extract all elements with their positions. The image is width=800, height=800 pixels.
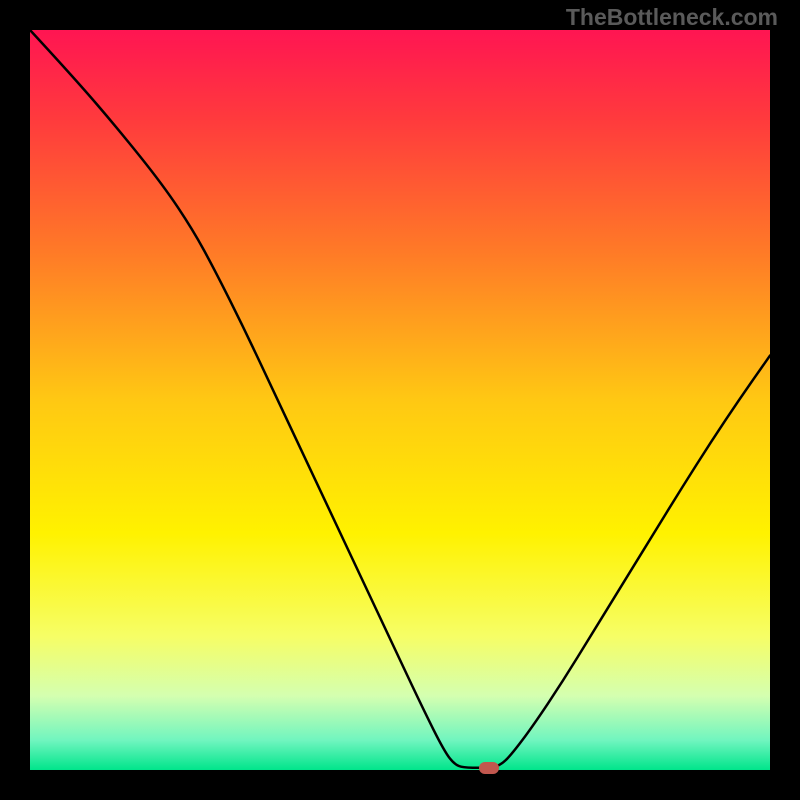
bottleneck-chart: TheBottleneck.com [0, 0, 800, 800]
curve-svg [30, 30, 770, 770]
bottleneck-curve [30, 30, 770, 768]
optimum-marker [479, 762, 499, 774]
plot-area [30, 30, 770, 770]
watermark-text: TheBottleneck.com [566, 4, 778, 31]
